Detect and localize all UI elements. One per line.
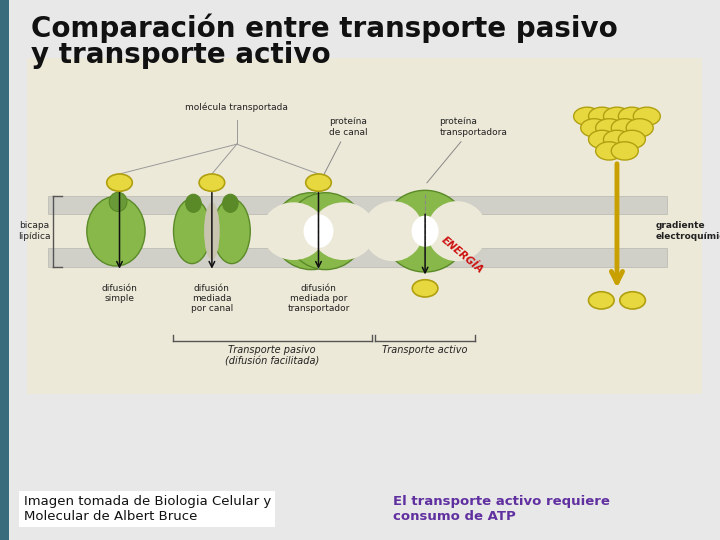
Circle shape (588, 130, 616, 148)
Circle shape (618, 107, 645, 125)
Circle shape (611, 142, 638, 160)
Text: y transporte activo: y transporte activo (31, 41, 330, 69)
Circle shape (595, 119, 623, 137)
Ellipse shape (412, 215, 438, 247)
Circle shape (611, 119, 638, 137)
Text: bicapa
lipídica: bicapa lipídica (18, 221, 50, 241)
Ellipse shape (427, 201, 487, 261)
Text: ENERGÍA: ENERGÍA (439, 235, 485, 276)
Text: Comparación entre transporte pasivo: Comparación entre transporte pasivo (31, 14, 618, 43)
Ellipse shape (174, 199, 210, 264)
Circle shape (603, 107, 631, 125)
Ellipse shape (311, 202, 375, 260)
FancyBboxPatch shape (27, 58, 702, 394)
Ellipse shape (204, 202, 220, 260)
Circle shape (588, 107, 616, 125)
Circle shape (603, 130, 631, 148)
Text: proteína
de canal: proteína de canal (320, 117, 368, 183)
Ellipse shape (261, 202, 325, 260)
Ellipse shape (109, 192, 127, 212)
Ellipse shape (272, 193, 351, 269)
Circle shape (574, 107, 600, 125)
Circle shape (199, 174, 225, 191)
Circle shape (595, 142, 623, 160)
Ellipse shape (304, 214, 333, 248)
Circle shape (306, 174, 331, 191)
Text: Transporte activo: Transporte activo (382, 345, 468, 355)
Circle shape (620, 292, 645, 309)
Ellipse shape (186, 194, 201, 212)
Text: Imagen tomada de Biologia Celular y
Molecular de Albert Bruce: Imagen tomada de Biologia Celular y Mole… (24, 495, 271, 523)
Text: proteína
transportadora: proteína transportadora (427, 117, 507, 183)
Text: Transporte pasivo
(difusión facilitada): Transporte pasivo (difusión facilitada) (225, 345, 320, 367)
FancyBboxPatch shape (48, 248, 667, 267)
Text: gradiente
electroquímico: gradiente electroquímico (656, 221, 720, 241)
Text: difusión
simple: difusión simple (102, 284, 138, 303)
Circle shape (581, 119, 608, 137)
Circle shape (588, 292, 614, 309)
Circle shape (107, 174, 132, 191)
Circle shape (618, 130, 645, 148)
Ellipse shape (213, 199, 251, 264)
FancyBboxPatch shape (48, 195, 667, 214)
Circle shape (413, 280, 438, 297)
Ellipse shape (287, 193, 365, 269)
Circle shape (634, 107, 660, 125)
Ellipse shape (87, 197, 145, 266)
Ellipse shape (382, 190, 468, 272)
Text: difusión
mediada
por canal: difusión mediada por canal (191, 284, 233, 313)
Text: molécula transportada: molécula transportada (185, 103, 288, 112)
Text: El transporte activo requiere
consumo de ATP: El transporte activo requiere consumo de… (393, 495, 610, 523)
Ellipse shape (222, 194, 238, 212)
Text: difusión
mediada por
transportador: difusión mediada por transportador (287, 284, 350, 313)
Ellipse shape (363, 201, 423, 261)
Circle shape (626, 119, 653, 137)
